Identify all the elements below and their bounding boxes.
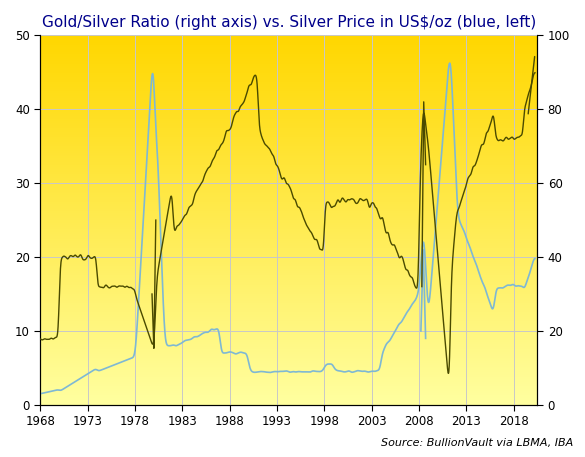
Text: Source: BullionVault via LBMA, IBA: Source: BullionVault via LBMA, IBA	[381, 437, 573, 447]
Title: Gold/Silver Ratio (right axis) vs. Silver Price in US$/oz (blue, left): Gold/Silver Ratio (right axis) vs. Silve…	[42, 15, 536, 30]
